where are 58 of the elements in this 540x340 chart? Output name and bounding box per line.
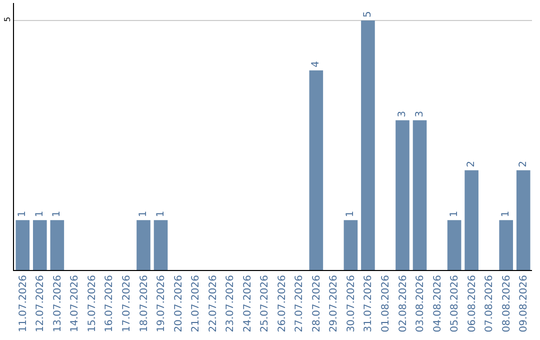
data-label: 1 [138, 210, 149, 218]
x-tick-label: 27.07.2026 [294, 275, 306, 332]
x-tick-label: 25.07.2026 [260, 275, 271, 332]
x-tick-label: 07.08.2026 [484, 275, 496, 332]
x-tick-label: 16.07.2026 [104, 275, 116, 332]
x-tick-label: 06.08.2026 [466, 275, 478, 332]
x-tick-label: 29.07.2026 [328, 275, 340, 332]
data-label: 1 [345, 210, 356, 218]
x-tick-label: 04.08.2026 [432, 275, 444, 332]
x-tick-label: 31.07.2026 [363, 275, 374, 332]
data-label: 4 [310, 60, 322, 68]
data-label: 3 [397, 110, 408, 118]
x-tick-label: 03.08.2026 [415, 275, 426, 332]
bar [499, 220, 514, 270]
bar [154, 220, 168, 270]
x-tick-label: 28.07.2026 [311, 275, 322, 332]
bar [136, 220, 150, 270]
x-tick-label: 12.07.2026 [35, 275, 46, 332]
data-label: 2 [518, 160, 529, 168]
x-tick-label: 14.07.2026 [70, 275, 81, 332]
bar [309, 70, 324, 270]
x-tick-label: 23.07.2026 [225, 275, 236, 332]
bar [16, 220, 30, 270]
data-label: 1 [500, 210, 512, 218]
data-label: 2 [466, 160, 478, 168]
bar [464, 170, 478, 270]
bar [412, 120, 427, 270]
bar [50, 220, 64, 270]
x-tick-label: 22.07.2026 [208, 275, 219, 332]
bar [396, 120, 410, 270]
data-label: 1 [52, 210, 63, 218]
data-label: 1 [155, 210, 166, 218]
x-tick-label: 15.07.2026 [86, 275, 98, 332]
bar [361, 20, 375, 270]
bar [447, 220, 462, 270]
data-label: 5 [362, 11, 374, 18]
x-tick-label: 05.08.2026 [450, 275, 461, 332]
x-tick-label: 11.07.2026 [18, 275, 29, 332]
x-tick-label: 19.07.2026 [156, 275, 168, 332]
x-tick-label: 13.07.2026 [52, 275, 64, 332]
x-tick-label: 08.08.2026 [501, 275, 512, 332]
x-tick-label: 01.08.2026 [380, 275, 392, 332]
bar [344, 220, 358, 270]
x-tick-label: 02.08.2026 [398, 275, 409, 332]
x-tick-label: 20.07.2026 [173, 275, 184, 332]
x-tick-label: 18.07.2026 [138, 275, 150, 332]
x-tick-label: 24.07.2026 [242, 275, 254, 332]
data-label: 1 [17, 210, 28, 218]
x-tick-label: 30.07.2026 [346, 275, 357, 332]
bar [32, 220, 47, 270]
x-tick-label: 26.07.2026 [276, 275, 288, 332]
data-label: 1 [34, 210, 46, 218]
x-tick-label: 09.08.2026 [518, 275, 530, 332]
x-tick-label: 21.07.2026 [190, 275, 202, 332]
bar [516, 170, 530, 270]
data-label: 3 [414, 110, 426, 118]
x-tick-label: 17.07.2026 [121, 275, 132, 332]
data-label: 1 [448, 210, 460, 218]
